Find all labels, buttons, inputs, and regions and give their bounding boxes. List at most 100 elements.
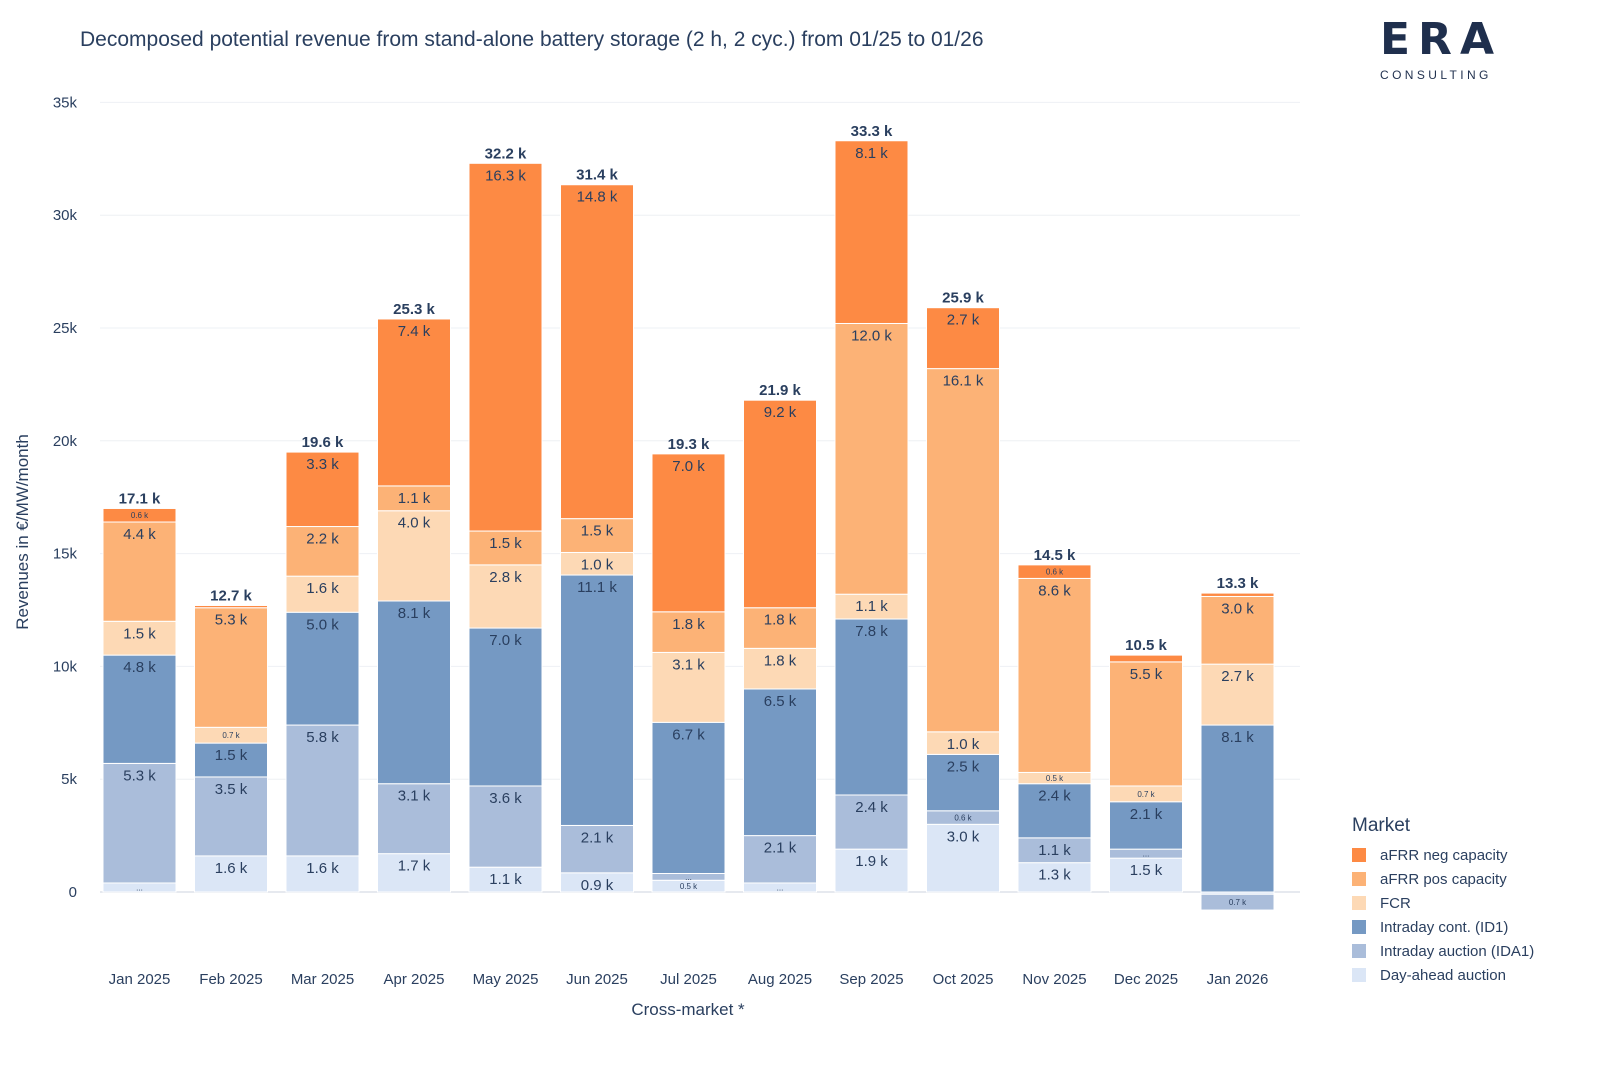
legend-item[interactable]: Intraday auction (IDA1) (1352, 939, 1534, 963)
segment-data-label: 1.0 k (947, 736, 980, 753)
x-tick-label: May 2025 (473, 971, 539, 988)
segment-data-label: 1.5 k (581, 523, 614, 540)
total-data-label: 25.3 k (393, 301, 435, 318)
legend-label: Intraday auction (IDA1) (1380, 942, 1535, 960)
segment-data-label: 1.1 k (489, 871, 522, 888)
x-tick-label: Feb 2025 (199, 971, 262, 988)
legend-swatch (1352, 848, 1366, 862)
legend-item[interactable]: aFRR pos capacity (1352, 867, 1534, 891)
bar-segment (285, 451, 360, 528)
total-data-label: 17.1 k (119, 490, 161, 507)
bar-segment (926, 307, 1000, 370)
y-tick-label: 15k (53, 546, 78, 563)
bar-segment (651, 611, 726, 653)
y-tick-label: 35k (53, 94, 78, 111)
segment-data-label: 7.4 k (398, 323, 431, 340)
segment-data-label: 0.6 k (131, 511, 149, 520)
total-data-label: 31.4 k (576, 167, 618, 184)
segment-data-label: 0.6 k (1046, 568, 1064, 577)
segment-data-label: 0.7 k (1137, 790, 1155, 799)
segment-data-label: 1.8 k (764, 612, 797, 629)
legend-item[interactable]: aFRR neg capacity (1352, 843, 1534, 867)
segment-data-label: ... (136, 883, 143, 892)
bar-segment (560, 184, 634, 520)
segment-data-label: 3.0 k (947, 828, 980, 845)
era-consulting-logo: ERA CONSULTING (1380, 10, 1520, 85)
segment-data-label: 0.6 k (954, 814, 972, 823)
bar-segment (1109, 801, 1183, 850)
chart-title: Decomposed potential revenue from stand-… (80, 28, 984, 51)
segment-data-label: 2.4 k (1038, 788, 1071, 805)
segment-data-label: 5.3 k (123, 767, 156, 784)
bar-segment (285, 575, 360, 613)
segment-data-label: 3.0 k (1221, 600, 1254, 617)
segment-data-label: 9.2 k (764, 404, 797, 421)
segment-data-label: 1.5 k (123, 625, 156, 642)
bar-segment (102, 521, 177, 622)
segment-data-label: 4.4 k (123, 526, 156, 543)
bar-segment (1200, 724, 1275, 893)
bar-segment (1109, 857, 1183, 893)
segment-data-label: 1.6 k (215, 860, 248, 877)
y-tick-label: 10k (53, 658, 78, 675)
segment-data-label: 7.0 k (489, 632, 522, 649)
segment-data-label: ... (685, 873, 692, 882)
bar-segment (651, 453, 726, 613)
total-data-label: 13.3 k (1217, 575, 1259, 592)
segment-data-label: 16.1 k (943, 373, 984, 390)
segment-data-label: ... (777, 883, 784, 892)
legend-item[interactable]: FCR (1352, 891, 1534, 915)
total-data-label: 32.2 k (485, 145, 527, 162)
segment-data-label: 8.1 k (1221, 729, 1254, 746)
segment-data-label: 2.7 k (1221, 668, 1254, 685)
segment-data-label: 8.1 k (855, 145, 888, 162)
bar-segment (743, 399, 817, 609)
segment-data-label: 2.4 k (855, 799, 888, 816)
bar-segment (743, 647, 817, 690)
x-tick-label: Mar 2025 (291, 971, 354, 988)
x-axis-label: Cross-market * (631, 1000, 745, 1019)
segment-data-label: 3.5 k (215, 781, 248, 798)
x-tick-label: Apr 2025 (384, 971, 445, 988)
bar-segment (926, 823, 1000, 893)
segment-data-label: 0.5 k (680, 882, 698, 891)
bar-segment (651, 651, 726, 723)
segment-data-label: 1.0 k (581, 556, 614, 573)
segment-data-label: 0.7 k (222, 731, 240, 740)
segment-data-label: 5.5 k (1130, 666, 1163, 683)
bar-segment (651, 721, 726, 875)
bar-segment (285, 855, 360, 893)
legend-item[interactable]: Day-ahead auction (1352, 963, 1534, 987)
legend-item[interactable]: Intraday cont. (ID1) (1352, 915, 1534, 939)
segment-data-label: 0.7 k (1229, 898, 1247, 907)
segment-data-label: 8.1 k (398, 605, 431, 622)
bar-segment (560, 574, 634, 826)
bar-segment (834, 322, 909, 595)
bar-segment (1200, 893, 1275, 911)
segment-data-label: 2.8 k (489, 569, 522, 586)
segment-data-label: 4.0 k (398, 515, 431, 532)
segment-data-label: 1.6 k (306, 860, 339, 877)
total-data-label: 19.6 k (302, 434, 344, 451)
x-tick-label: Aug 2025 (748, 971, 812, 988)
legend-swatch (1352, 920, 1366, 934)
segment-data-label: 5.8 k (306, 729, 339, 746)
segment-data-label: 2.5 k (947, 758, 980, 775)
segment-data-label: 16.3 k (485, 167, 526, 184)
segment-data-label: 5.3 k (215, 612, 248, 629)
segment-data-label: 1.1 k (1038, 842, 1071, 859)
bar-segment (377, 783, 451, 855)
segment-data-label: 2.1 k (1130, 806, 1163, 823)
total-data-label: 33.3 k (851, 123, 893, 140)
bar-segment (1017, 577, 1092, 773)
segment-data-label: 6.5 k (764, 693, 797, 710)
segment-data-label: 4.8 k (123, 659, 156, 676)
segment-data-label: 3.6 k (489, 790, 522, 807)
bar-segment (1017, 783, 1092, 839)
legend-title: Market (1352, 815, 1411, 836)
bar-segment (1109, 654, 1183, 663)
segment-data-label: ... (1143, 850, 1150, 859)
bar-segment (926, 753, 1000, 812)
segment-data-label: 14.8 k (577, 189, 618, 206)
